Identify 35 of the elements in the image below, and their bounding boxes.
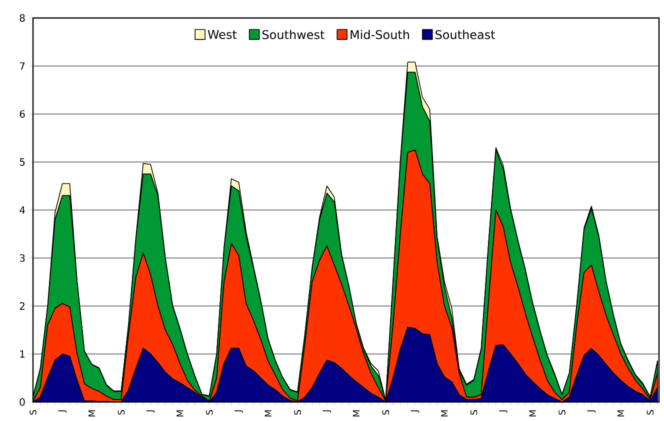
x-tick-label: S [382, 410, 390, 415]
legend-label: Mid-South [350, 30, 409, 40]
y-tick-label: 2 [20, 302, 24, 310]
legend-label: West [208, 30, 237, 40]
x-tick-label: J [322, 410, 332, 413]
y-tick-label: 5 [20, 158, 25, 166]
legend-label: Southwest [262, 30, 324, 40]
x-tick-label: M [353, 410, 360, 417]
x-tick-label: J [58, 410, 67, 413]
x-tick-label: J [499, 410, 508, 413]
x-tick-label: M [441, 410, 448, 417]
x-tick-label: J [410, 410, 420, 413]
x-tick-label: S [294, 410, 301, 415]
y-tick-label: 0 [20, 398, 25, 406]
y-tick-label: 6 [20, 110, 25, 118]
y-tick-label: 7 [20, 62, 25, 70]
x-tick-label: S [470, 410, 478, 415]
x-tick-label: S [30, 410, 36, 415]
x-tick-label: S [206, 410, 213, 415]
x-tick-label: J [587, 410, 596, 413]
y-tick-label: 1 [20, 350, 25, 358]
x-tick-label: S [558, 410, 566, 415]
y-tick-label: 4 [20, 206, 25, 214]
x-tick-label: M [264, 410, 272, 417]
y-tick-label: 3 [20, 254, 25, 262]
x-tick-label: M [176, 410, 184, 417]
x-tick-label: J [234, 410, 243, 413]
x-tick-label: M [618, 410, 624, 417]
legend-label: Southeast [436, 30, 496, 40]
x-tick-label: J [146, 410, 155, 413]
y-tick-label: 8 [20, 14, 25, 22]
x-tick-label: M [88, 410, 96, 417]
x-tick-label: S [646, 410, 654, 415]
x-tick-label: M [529, 410, 536, 417]
x-tick-label: S [118, 410, 125, 415]
